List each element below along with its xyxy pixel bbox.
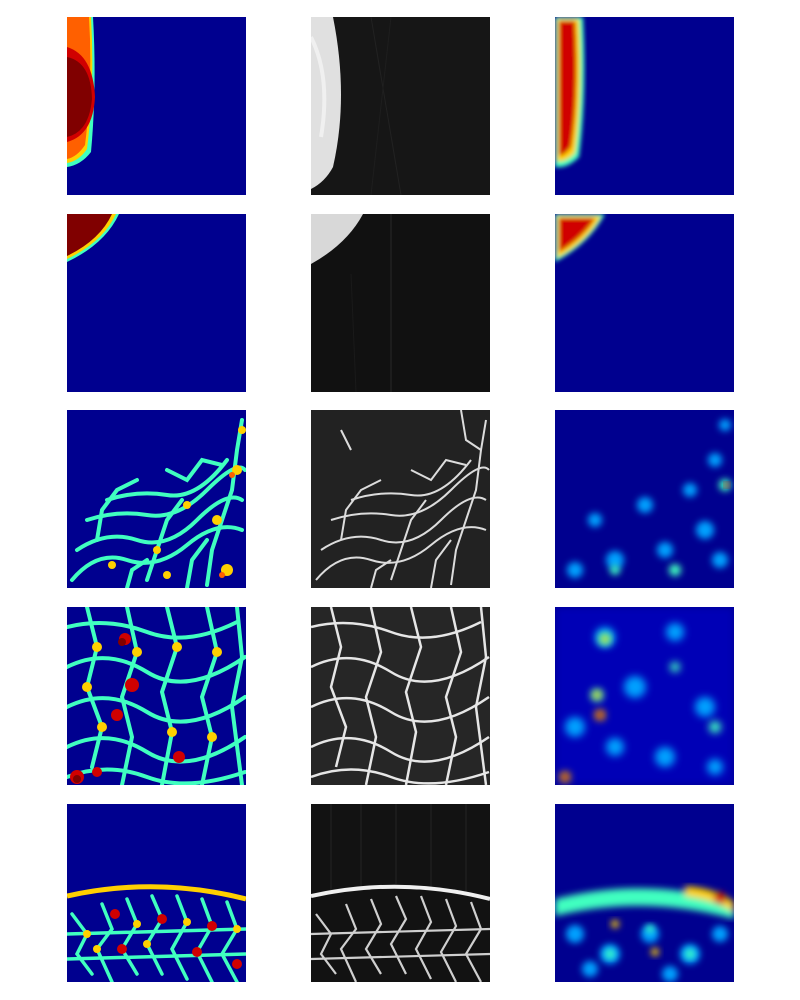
- row5-ct-slice: [311, 804, 490, 982]
- row3-heatmap: [555, 410, 734, 588]
- row3-label-map: [67, 410, 246, 588]
- row4-heatmap: [555, 607, 734, 785]
- row1-heatmap: [555, 17, 734, 195]
- row2-heatmap: [555, 214, 734, 392]
- row2-ct-slice: [311, 214, 490, 392]
- row4-ct-slice: [311, 607, 490, 785]
- row2-label-map: [67, 214, 246, 392]
- row3-ct-slice: [311, 410, 490, 588]
- row4-label-map: [67, 607, 246, 785]
- row1-label-map: [67, 17, 246, 195]
- row5-heatmap: [555, 804, 734, 982]
- row1-ct-slice: [311, 17, 490, 195]
- row5-label-map: [67, 804, 246, 982]
